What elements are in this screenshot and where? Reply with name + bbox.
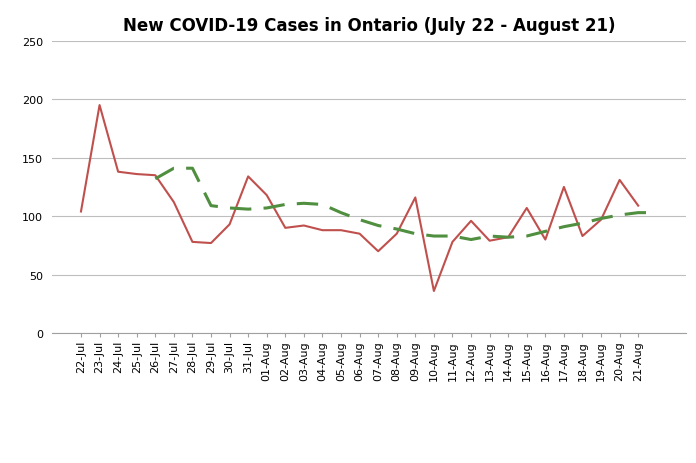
- Title: New COVID-19 Cases in Ontario (July 22 - August 21): New COVID-19 Cases in Ontario (July 22 -…: [122, 17, 615, 35]
